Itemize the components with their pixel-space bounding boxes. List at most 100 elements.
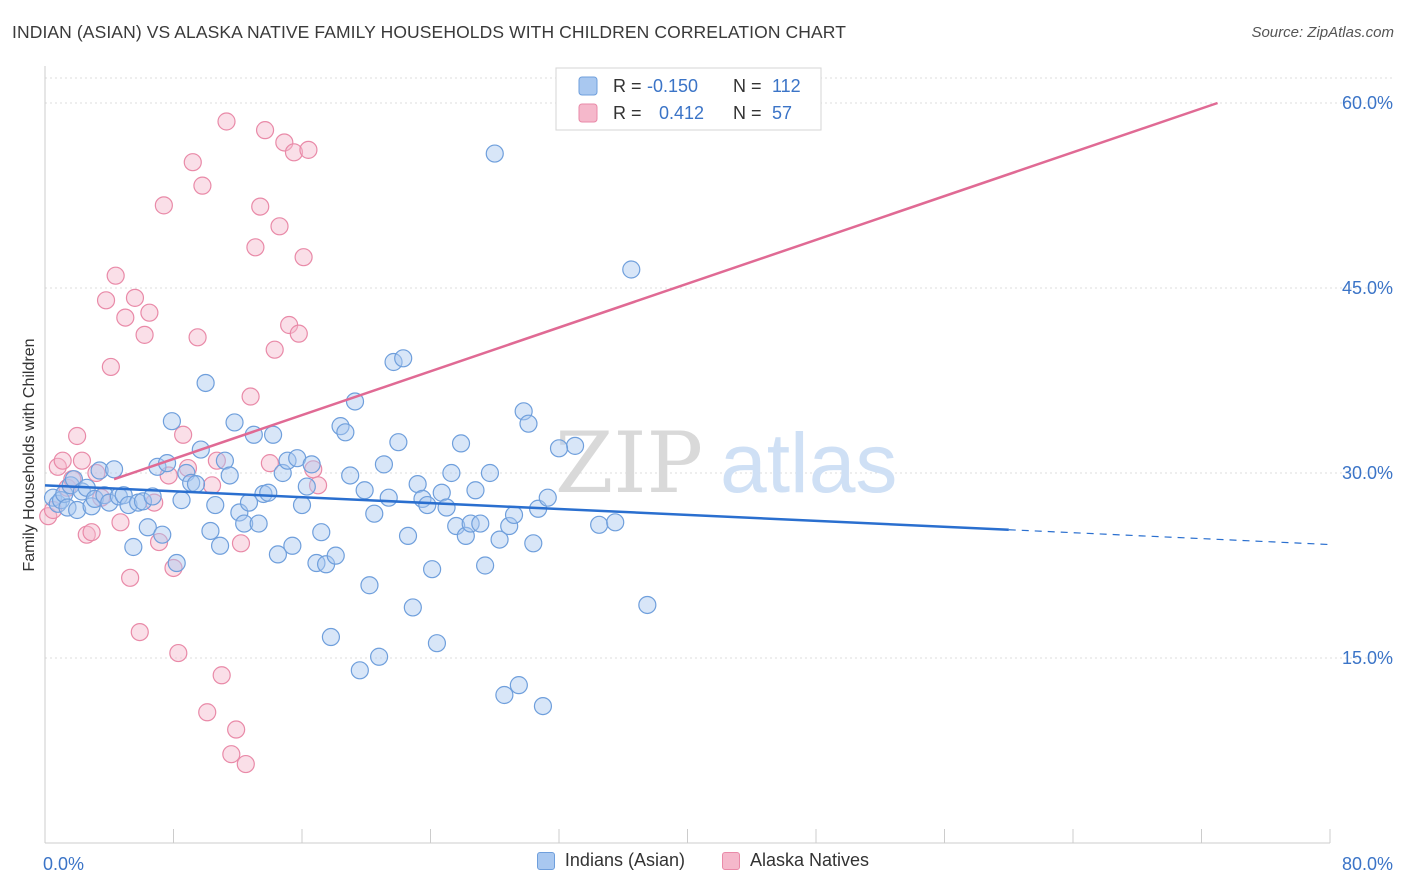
- data-point-indians: [471, 514, 490, 533]
- data-point-alaska: [101, 357, 120, 377]
- data-point-indians: [418, 495, 437, 515]
- data-point-indians: [524, 534, 543, 553]
- legend-swatch-blue: [578, 76, 598, 96]
- x-tick-labels: 0.0% 80.0%: [43, 854, 1393, 874]
- data-point-indians: [389, 433, 408, 452]
- trend-line-indians-extension: [1008, 529, 1331, 546]
- legend-r-value: -0.150: [647, 76, 698, 96]
- data-point-indians: [162, 412, 181, 431]
- data-point-indians: [326, 546, 345, 565]
- data-point-indians: [394, 349, 413, 368]
- data-point-indians: [90, 461, 109, 480]
- chart-title: INDIAN (ASIAN) VS ALASKA NATIVE FAMILY H…: [12, 22, 847, 42]
- data-point-alaska: [289, 324, 308, 343]
- data-point-indians: [370, 647, 389, 666]
- data-point-alaska: [275, 133, 294, 152]
- data-point-indians: [341, 466, 360, 485]
- data-point-indians: [225, 413, 244, 432]
- data-point-indians: [476, 556, 495, 575]
- data-point-indians: [331, 417, 350, 436]
- data-point-indians: [423, 560, 442, 579]
- axes: [44, 66, 1331, 844]
- y-tick-label: 60.0%: [1342, 93, 1393, 113]
- data-point-indians: [466, 481, 485, 500]
- data-point-alaska: [270, 217, 289, 236]
- series-alaska-natives: [39, 112, 328, 774]
- data-point-alaska: [96, 291, 116, 310]
- data-point-alaska: [72, 451, 92, 470]
- data-point-alaska: [284, 143, 304, 162]
- watermark-atlas: atlas: [720, 416, 897, 510]
- data-point-alaska: [183, 153, 202, 172]
- legend-n-label: N =: [733, 76, 762, 96]
- y-tick-label: 30.0%: [1342, 463, 1393, 483]
- data-point-alaska: [116, 308, 135, 327]
- series-indians-asian: [43, 144, 657, 716]
- data-point-indians: [504, 505, 524, 525]
- data-point-indians: [259, 483, 278, 502]
- watermark-zip: ZIP: [555, 414, 703, 512]
- data-point-indians: [533, 696, 553, 716]
- data-point-alaska: [164, 558, 183, 578]
- data-point-alaska: [222, 745, 241, 764]
- data-point-indians: [490, 530, 509, 549]
- data-point-indians: [590, 515, 609, 534]
- data-point-indians: [321, 627, 341, 647]
- data-point-indians: [263, 425, 283, 444]
- data-point-alaska: [82, 523, 101, 542]
- data-point-alaska: [255, 121, 275, 140]
- data-point-indians: [461, 514, 480, 533]
- data-point-indians: [427, 634, 447, 653]
- data-point-indians: [437, 498, 456, 517]
- data-point-indians: [403, 598, 422, 617]
- data-point-alaska: [140, 303, 159, 322]
- legend-swatch-alaska: [722, 851, 740, 870]
- data-point-indians: [622, 260, 641, 279]
- y-tick-label: 45.0%: [1342, 278, 1393, 298]
- legend-n-label: N =: [733, 103, 762, 123]
- data-point-alaska: [231, 534, 251, 553]
- data-point-indians: [186, 475, 206, 494]
- legend-swatch-indians: [536, 851, 555, 870]
- legend-n-value: 57: [772, 103, 792, 123]
- data-point-indians: [283, 536, 302, 555]
- legend-r-label: R =: [613, 76, 642, 96]
- trend-line-alaska: [113, 101, 1218, 481]
- data-point-indians: [480, 463, 500, 483]
- data-point-alaska: [193, 176, 212, 195]
- data-point-indians: [447, 516, 466, 536]
- data-point-indians: [365, 504, 384, 523]
- data-point-alaska: [121, 568, 140, 587]
- legend-swatch-pink: [578, 103, 598, 123]
- data-point-alaska: [246, 238, 265, 257]
- data-point-indians: [104, 460, 124, 479]
- data-point-alaska: [202, 476, 222, 495]
- data-point-alaska: [39, 507, 58, 526]
- data-point-indians: [442, 463, 461, 483]
- data-point-indians: [297, 477, 316, 496]
- data-point-indians: [206, 495, 225, 515]
- data-point-alaska: [135, 325, 154, 344]
- data-point-alaska: [299, 140, 318, 159]
- data-point-alaska: [198, 703, 217, 722]
- series-legend: Indians (Asian) Alaska Natives: [0, 850, 1406, 875]
- legend-label-alaska: Alaska Natives: [750, 850, 870, 870]
- data-point-indians: [249, 514, 268, 533]
- data-point-indians: [509, 676, 528, 695]
- data-point-indians: [565, 436, 585, 455]
- data-point-alaska: [154, 196, 173, 215]
- x-tick-label: 0.0%: [43, 854, 84, 874]
- data-point-alaska: [241, 387, 260, 406]
- data-point-indians: [485, 144, 504, 163]
- data-point-indians: [336, 423, 355, 442]
- data-point-alaska: [53, 451, 72, 470]
- data-point-indians: [538, 488, 557, 507]
- data-point-indians: [153, 525, 172, 544]
- data-point-alaska: [212, 666, 231, 685]
- data-point-alaska: [174, 425, 193, 444]
- data-point-indians: [114, 486, 133, 505]
- data-point-indians: [500, 516, 519, 536]
- data-point-indians: [519, 414, 538, 433]
- data-point-alaska: [188, 328, 207, 347]
- data-point-alaska: [68, 426, 87, 446]
